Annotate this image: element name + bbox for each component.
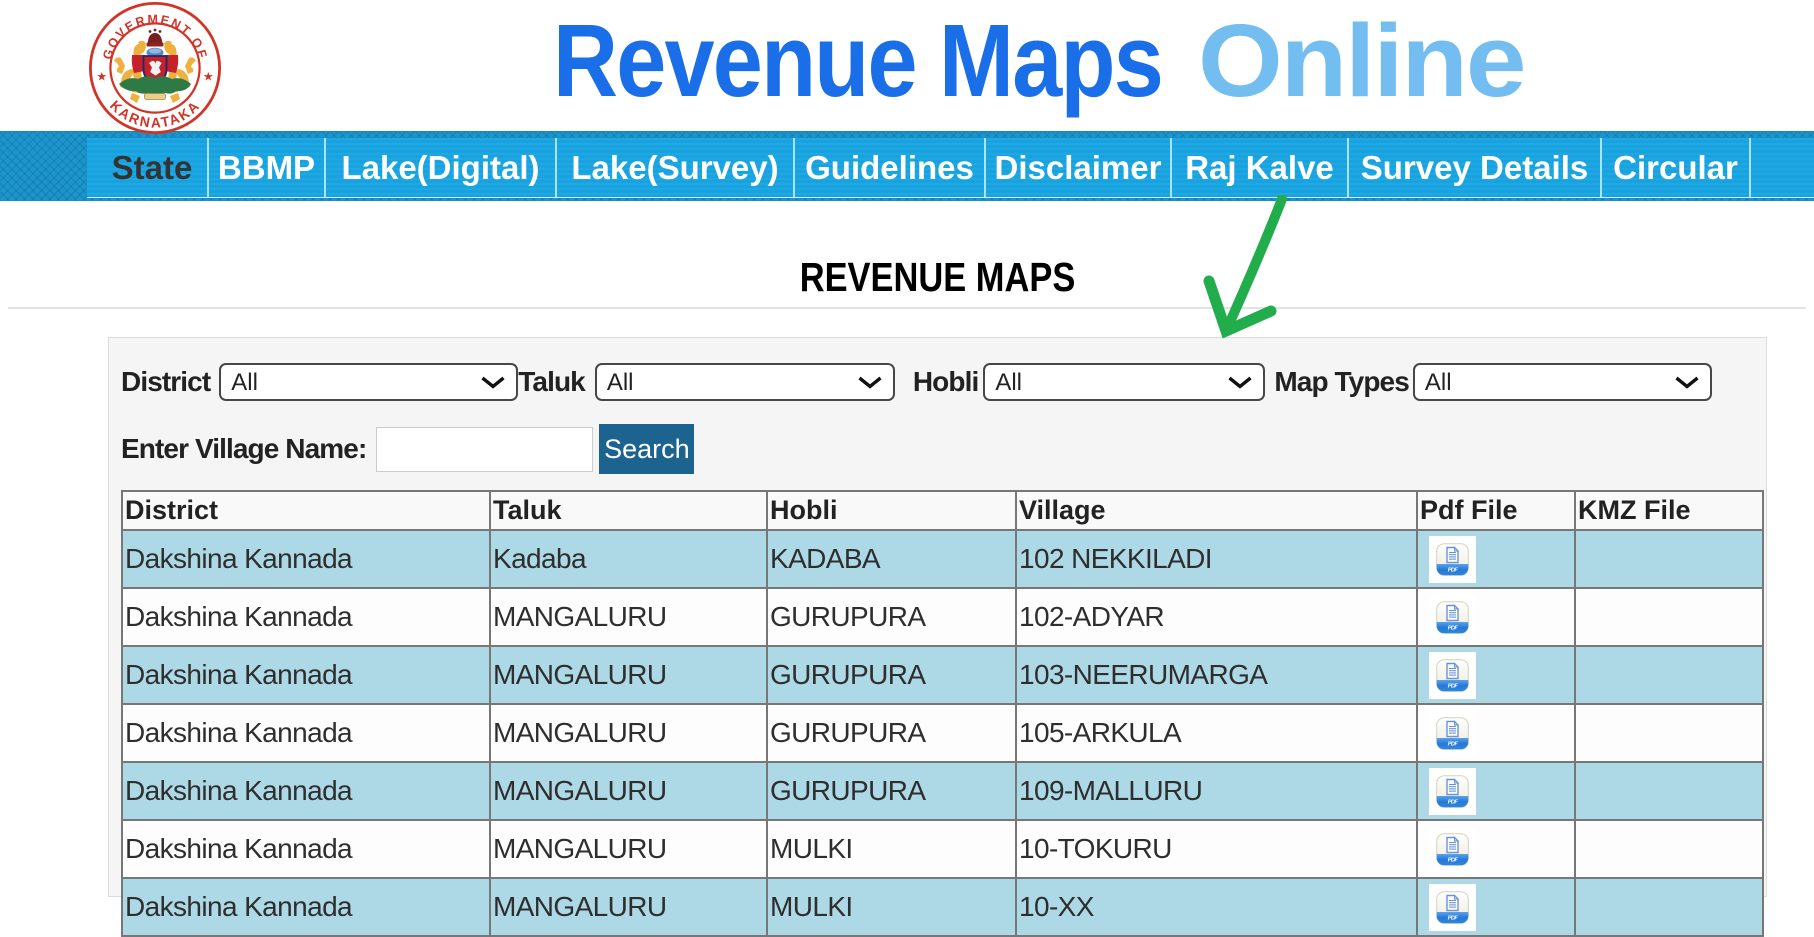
svg-text:PDF: PDF <box>1448 915 1459 921</box>
svg-text:PDF: PDF <box>1448 567 1459 573</box>
svg-text:PDF: PDF <box>1448 799 1459 805</box>
svg-text:★: ★ <box>203 69 214 83</box>
svg-text:PDF: PDF <box>1448 741 1459 747</box>
svg-text:★: ★ <box>96 69 107 83</box>
svg-text:PDF: PDF <box>1448 857 1459 863</box>
svg-text:PDF: PDF <box>1448 683 1459 689</box>
svg-text:PDF: PDF <box>1448 625 1459 631</box>
